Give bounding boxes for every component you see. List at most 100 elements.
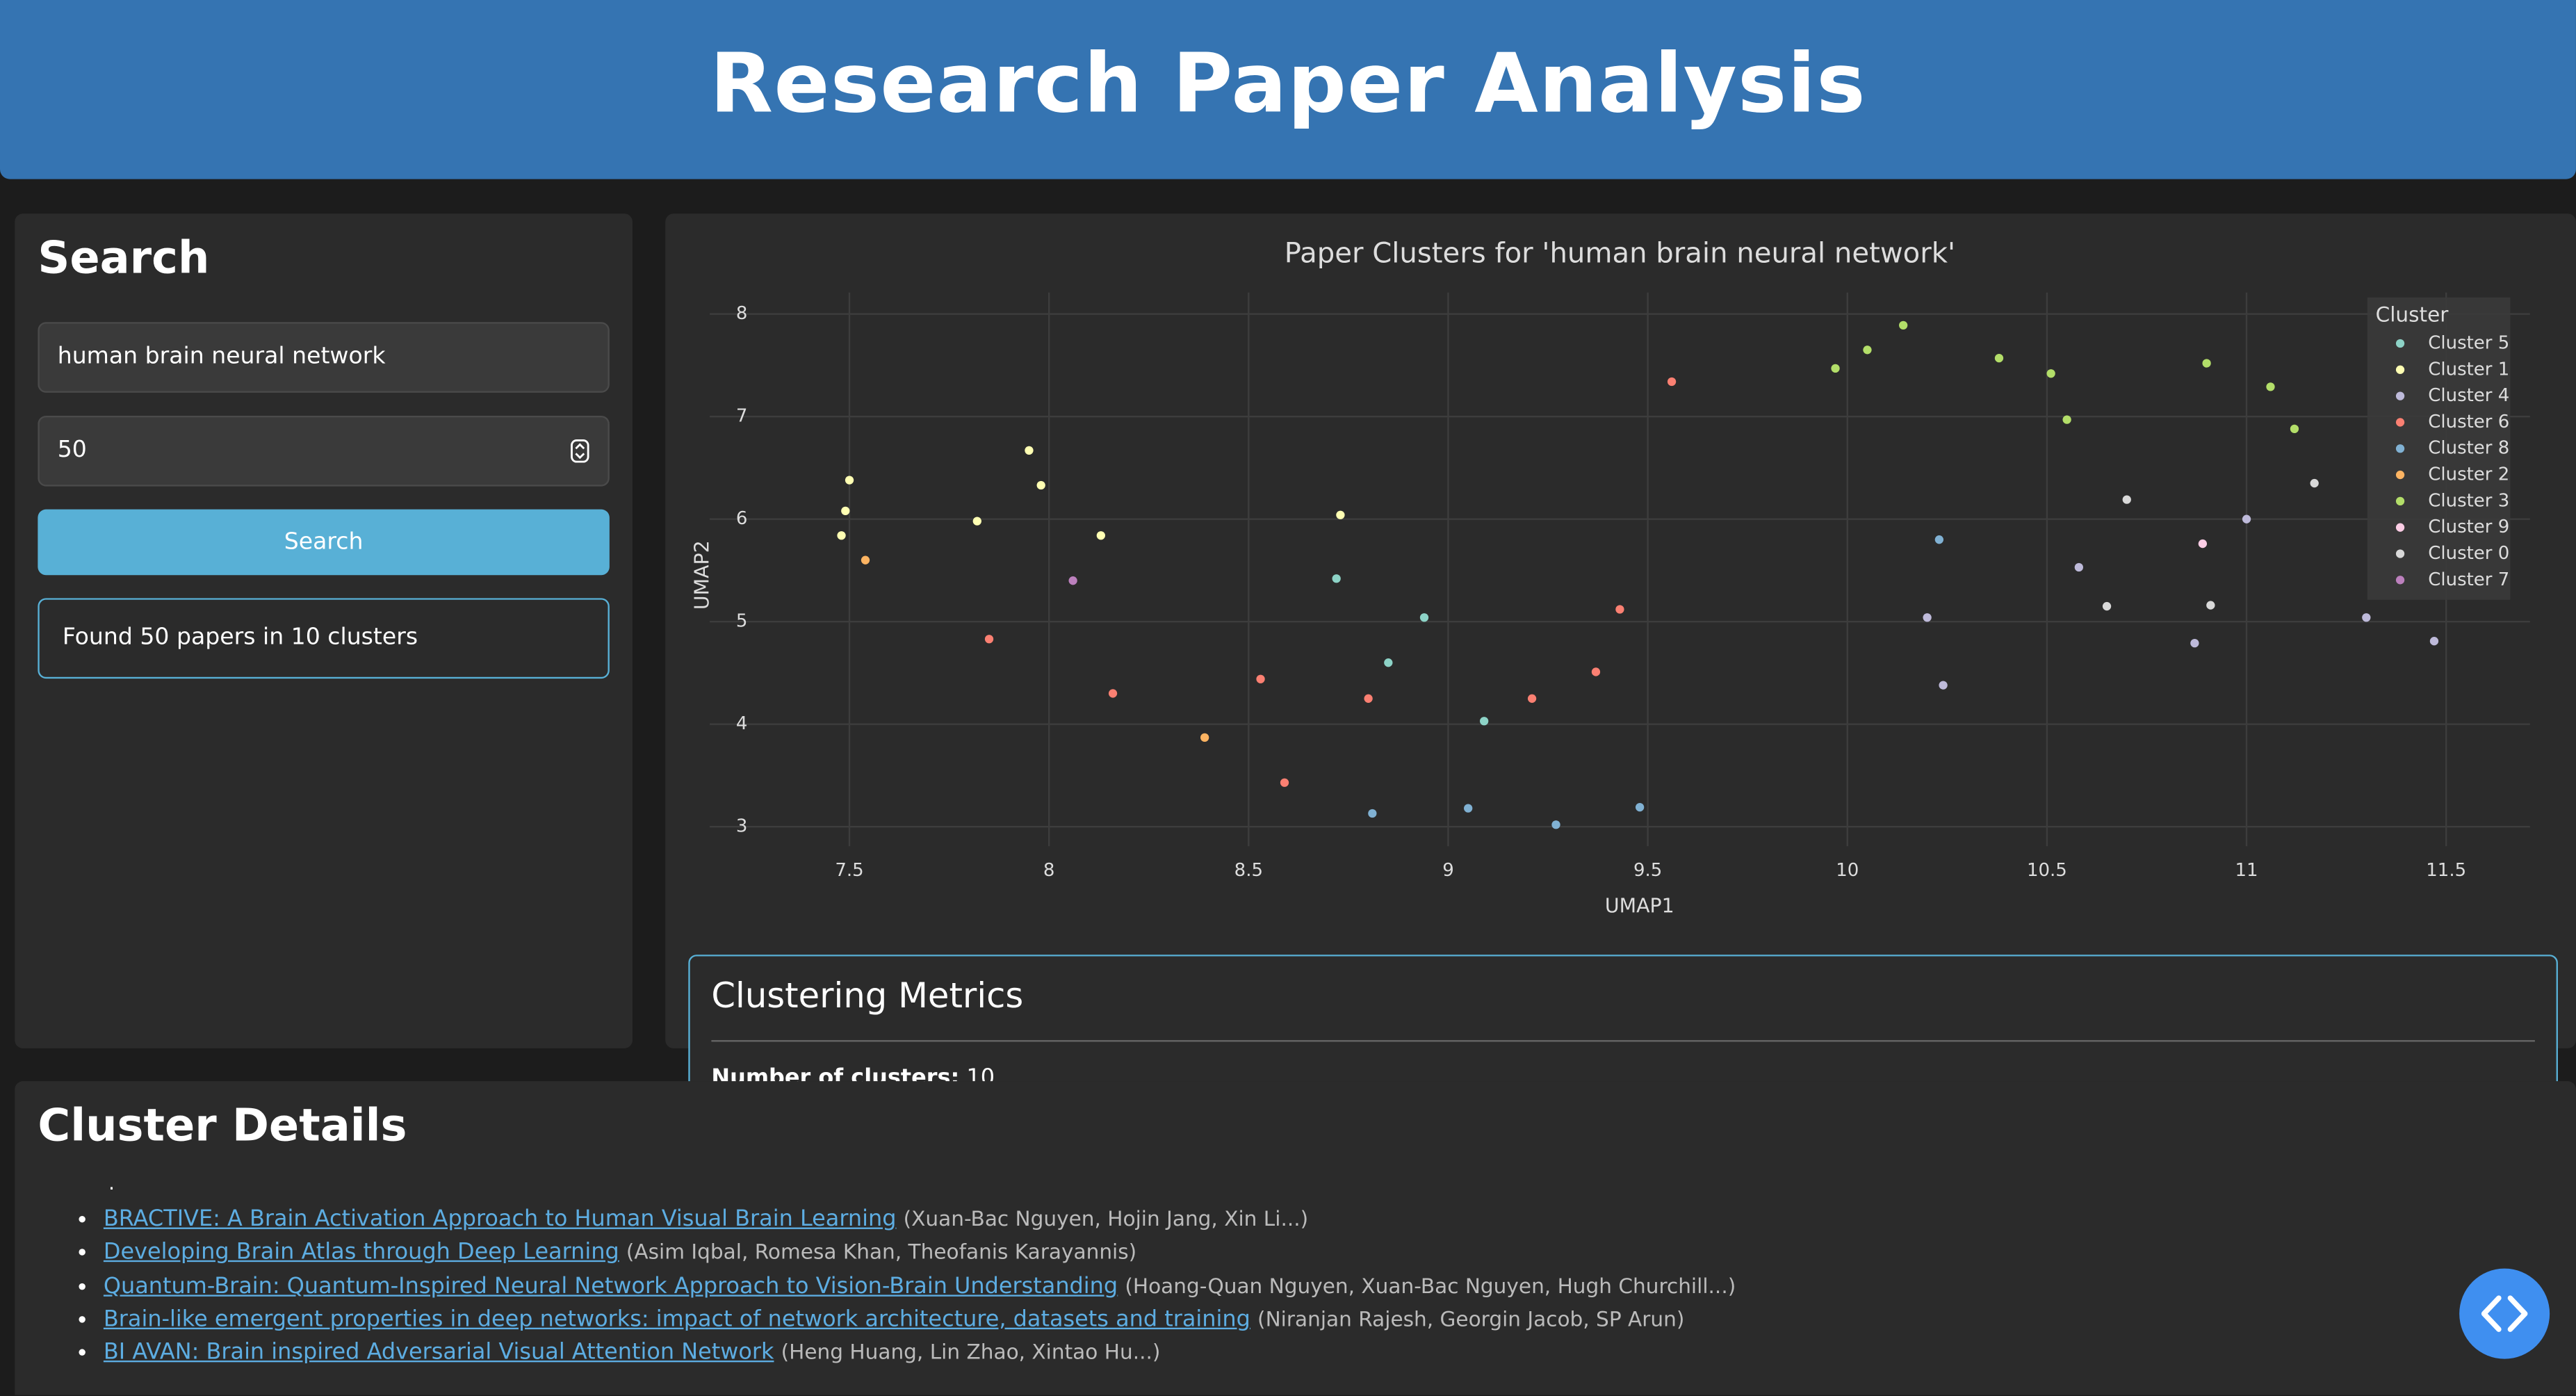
legend-label: Cluster 3 xyxy=(2428,490,2509,511)
x-tick-label: 7.5 xyxy=(835,860,863,881)
paper-item: BRACTIVE: A Brain Activation Approach to… xyxy=(104,1203,1736,1236)
data-point xyxy=(2046,369,2055,378)
data-point xyxy=(1384,658,1393,667)
legend-label: Cluster 1 xyxy=(2428,359,2509,380)
data-point xyxy=(837,531,846,540)
y-tick-label: 7 xyxy=(736,406,748,427)
data-point xyxy=(2102,601,2112,611)
data-point xyxy=(984,635,994,644)
status-message: Found 50 papers in 10 clusters xyxy=(38,598,610,679)
legend-marker xyxy=(2395,576,2405,585)
page-title: Research Paper Analysis xyxy=(710,35,1866,132)
paper-link[interactable]: BRACTIVE: A Brain Activation Approach to… xyxy=(103,1206,897,1233)
data-point xyxy=(2062,415,2071,424)
paper-authors: (Asim Iqbal, Romesa Khan, Theofanis Kara… xyxy=(626,1239,1137,1265)
paper-item: Developing Brain Atlas through Deep Lear… xyxy=(104,1236,1736,1269)
paper-list: BRACTIVE: A Brain Activation Approach to… xyxy=(15,1203,1736,1370)
data-point xyxy=(1200,733,1209,742)
legend-label: Cluster 8 xyxy=(2428,438,2509,459)
data-point xyxy=(861,555,870,565)
data-point xyxy=(1364,694,1373,703)
data-point xyxy=(2074,562,2083,572)
data-point xyxy=(1068,576,1077,585)
x-tick-label: 9.5 xyxy=(1633,860,1662,881)
legend-marker xyxy=(2395,549,2405,558)
data-point xyxy=(2190,639,2199,648)
legend-marker xyxy=(2395,496,2405,506)
legend-marker xyxy=(2395,391,2405,400)
data-point xyxy=(2429,637,2439,646)
data-point xyxy=(2202,359,2211,368)
details-panel: Cluster Details . BRACTIVE: A Brain Acti… xyxy=(15,1081,2576,1395)
query-input[interactable]: human brain neural network xyxy=(38,322,610,393)
paper-link[interactable]: Brain-like emergent properties in deep n… xyxy=(103,1306,1250,1333)
search-panel: Search human brain neural network 50 Sea… xyxy=(15,213,633,1048)
paper-item: Brain-like emergent properties in deep n… xyxy=(104,1303,1736,1336)
spinner-icon[interactable] xyxy=(570,439,589,463)
paper-link[interactable]: Quantum-Brain: Quantum-Inspired Neural N… xyxy=(103,1272,1118,1299)
count-input[interactable]: 50 xyxy=(38,415,610,487)
data-point xyxy=(1635,803,1645,812)
data-point xyxy=(1994,353,2004,363)
data-point xyxy=(841,506,850,516)
x-tick-label: 11.5 xyxy=(2426,860,2466,881)
data-point xyxy=(1108,689,1118,698)
data-point xyxy=(2266,382,2275,391)
data-point xyxy=(2198,539,2208,549)
x-tick-label: 10.5 xyxy=(2027,860,2067,881)
legend-label: Cluster 4 xyxy=(2428,385,2509,406)
legend-marker xyxy=(2395,418,2405,427)
y-tick-label: 4 xyxy=(736,713,748,734)
legend-marker xyxy=(2395,339,2405,348)
legend-label: Cluster 7 xyxy=(2428,569,2509,590)
paper-link[interactable]: Developing Brain Atlas through Deep Lear… xyxy=(103,1239,619,1266)
y-tick-label: 3 xyxy=(736,816,748,837)
data-point xyxy=(1831,364,1840,373)
details-title: Cluster Details xyxy=(38,1101,407,1152)
data-point xyxy=(1332,574,1341,583)
data-point xyxy=(1863,346,1872,355)
data-point xyxy=(1368,809,1377,818)
y-tick-label: 8 xyxy=(736,303,748,324)
data-point xyxy=(1025,446,1034,455)
legend-marker xyxy=(2395,365,2405,374)
search-button[interactable]: Search xyxy=(38,509,610,576)
data-point xyxy=(2206,601,2215,610)
data-point xyxy=(1256,674,1265,683)
paper-authors: (Heng Huang, Lin Zhao, Xintao Hu...) xyxy=(781,1339,1161,1365)
x-tick-label: 8 xyxy=(1043,860,1055,881)
data-point xyxy=(1480,717,1489,726)
y-axis-label: UMAP2 xyxy=(691,540,714,610)
paper-authors: (Hoang-Quan Nguyen, Xuan-Bac Nguyen, Hug… xyxy=(1125,1272,1736,1298)
data-point xyxy=(1280,778,1289,787)
data-point xyxy=(1899,320,1908,330)
data-point xyxy=(972,517,981,526)
legend-title: Cluster xyxy=(2376,302,2449,326)
chart-panel xyxy=(665,213,2576,1048)
data-point xyxy=(1934,535,1943,544)
x-tick-label: 8.5 xyxy=(1234,860,1263,881)
data-point xyxy=(1939,681,1948,690)
paper-item: BI AVAN: Brain inspired Adversarial Visu… xyxy=(104,1336,1736,1370)
x-tick-label: 10 xyxy=(1836,860,1859,881)
data-point xyxy=(1036,480,1045,490)
search-title: Search xyxy=(38,233,210,284)
legend-label: Cluster 2 xyxy=(2428,464,2509,485)
paper-item: Quantum-Brain: Quantum-Inspired Neural N… xyxy=(104,1269,1736,1303)
data-point xyxy=(845,476,854,485)
data-point xyxy=(1096,531,1105,540)
metrics-title: Clustering Metrics xyxy=(711,975,1024,1016)
data-point xyxy=(2242,514,2251,524)
legend-marker xyxy=(2395,470,2405,480)
code-toggle-button[interactable] xyxy=(2459,1268,2550,1359)
legend-label: Cluster 0 xyxy=(2428,543,2509,564)
data-point xyxy=(1667,377,1677,387)
data-point xyxy=(1464,804,1473,813)
y-tick-label: 5 xyxy=(736,611,748,632)
data-point xyxy=(1615,605,1624,614)
code-icon xyxy=(2481,1295,2528,1332)
paper-link[interactable]: BI AVAN: Brain inspired Adversarial Visu… xyxy=(103,1339,774,1366)
legend-label: Cluster 5 xyxy=(2428,332,2509,353)
